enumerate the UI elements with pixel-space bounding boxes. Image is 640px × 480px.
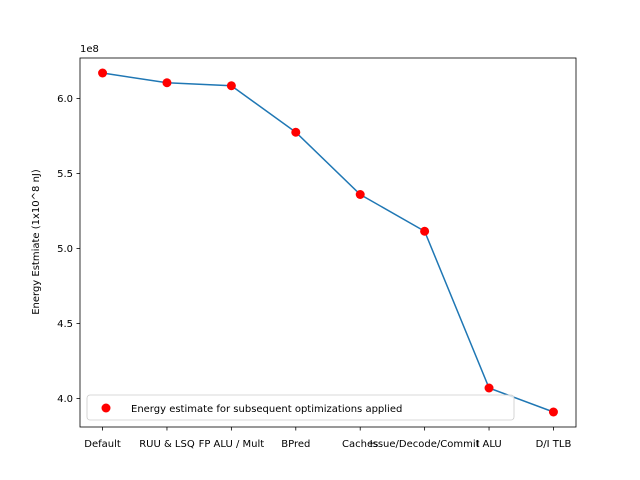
y-tick-label-3: 5.5 xyxy=(57,169,73,180)
x-tick-label-2: FP ALU / Mult xyxy=(199,439,265,450)
y-axis-label: Energy Estmiate (1x10^8 nJ) xyxy=(31,169,42,315)
data-point-7 xyxy=(548,407,558,417)
data-point-0 xyxy=(98,68,108,78)
legend-marker xyxy=(101,403,111,413)
legend-box xyxy=(86,394,515,421)
data-point-1 xyxy=(162,78,172,88)
y-tick-label-0: 4.0 xyxy=(57,394,73,405)
data-point-3 xyxy=(291,127,301,137)
x-tick-label-3: BPred xyxy=(281,439,310,450)
data-point-2 xyxy=(226,81,236,91)
x-tick-label-5: Issue/Decode/Commit xyxy=(370,439,480,450)
x-tick-label-6: I ALU xyxy=(476,439,501,450)
series-line xyxy=(102,72,554,413)
data-point-5 xyxy=(420,226,430,236)
axis-layer: Default RUU & LSQ FP ALU / Mult BPred Caches… xyxy=(57,94,571,450)
data-point-4 xyxy=(355,190,365,199)
plot-area xyxy=(80,58,576,427)
plot-frame xyxy=(79,57,577,428)
legend: Energy estimate for subsequent optimizat… xyxy=(86,394,515,421)
legend-entry-scatter: Energy estimate for subsequent optimizat… xyxy=(131,404,402,415)
x-tick-label-7: D/I TLB xyxy=(536,439,572,450)
y-tick-label-4: 6.0 xyxy=(57,94,73,105)
x-tick-label-0: Default xyxy=(84,439,121,450)
x-tick-label-1: RUU & LSQ xyxy=(139,439,195,450)
y-tick-label-1: 4.5 xyxy=(57,319,73,330)
data-point-6 xyxy=(484,383,494,393)
series-layer xyxy=(98,68,558,417)
x-tick-label-4: Caches xyxy=(342,439,378,450)
y-tick-label-2: 5.0 xyxy=(57,244,73,255)
y-offset-label: 1e8 xyxy=(80,44,99,55)
